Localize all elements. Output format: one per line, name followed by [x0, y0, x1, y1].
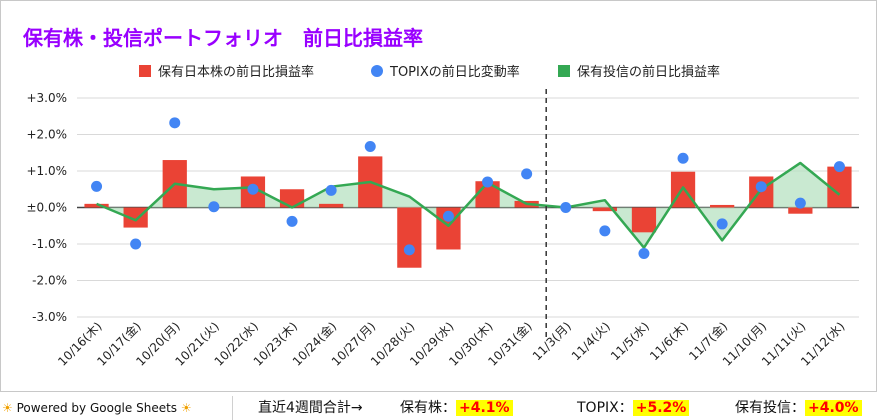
- stock-bar: [710, 204, 735, 208]
- topix-point: [794, 197, 806, 209]
- sun-icon: ☀: [180, 401, 192, 415]
- topix-point: [521, 168, 533, 180]
- stock-bar: [631, 207, 657, 233]
- y-tick-label: -1.0%: [32, 237, 67, 251]
- x-tick-label: 11/3(月): [530, 319, 574, 363]
- powered-by-text: Powered by Google Sheets: [16, 401, 178, 415]
- legend-swatch: [371, 65, 383, 77]
- stock-bar: [84, 203, 109, 208]
- legend-label: 保有投信の前日比損益率: [577, 64, 720, 80]
- y-tick-label: -2.0%: [32, 274, 67, 288]
- topix-point: [442, 210, 454, 222]
- chart-title: 保有株・投信ポートフォリオ 前日比損益率: [22, 26, 423, 50]
- y-tick-label: +2.0%: [26, 128, 67, 142]
- y-tick-label: +3.0%: [26, 91, 67, 105]
- stock-bar: [397, 207, 422, 268]
- y-axis-ticks: +3.0% +2.0% +1.0% ±0.0% -1.0% -2.0% -3.0%: [26, 91, 67, 324]
- stock-bar: [788, 207, 813, 214]
- funds-label: 保有投信：: [735, 400, 805, 416]
- x-axis-ticks: 10/16(木)10/17(金)10/20(月)10/21(火)10/22(水)…: [55, 319, 847, 369]
- y-tick-label: -3.0%: [32, 310, 67, 324]
- stock-bar: [319, 203, 344, 208]
- topix-value: +5.2%: [632, 400, 690, 416]
- stock-bar: [592, 207, 617, 212]
- topix-point: [364, 141, 376, 153]
- topix-summary: TOPIX： +5.2%: [577, 396, 690, 420]
- funds-line-layer: [96, 161, 841, 249]
- x-tick-label: 11/4(火): [569, 319, 613, 363]
- funds-line: [96, 161, 841, 249]
- legend-swatch: [139, 65, 151, 77]
- topix-point: [208, 201, 220, 213]
- stock-bar: [279, 189, 305, 208]
- topix-point: [325, 184, 337, 196]
- y-tick-label: +1.0%: [26, 164, 67, 178]
- topix-point: [247, 183, 259, 195]
- funds-summary: 保有投信： +4.0%: [735, 396, 862, 420]
- stocks-summary: 保有株： +4.1%: [400, 396, 513, 420]
- stock-bar: [123, 207, 148, 228]
- topix-point: [482, 176, 494, 188]
- legend-label: TOPIXの前日比変動率: [389, 64, 520, 80]
- sun-icon: ☀: [2, 401, 13, 415]
- topix-point: [403, 244, 415, 256]
- legend-swatch: [558, 65, 570, 77]
- footer-divider: [232, 396, 233, 420]
- y-tick-label: ±0.0%: [26, 201, 67, 215]
- topix-point: [677, 152, 689, 164]
- topix-point: [716, 218, 728, 230]
- topix-point: [833, 161, 845, 173]
- legend-label: 保有日本株の前日比損益率: [158, 64, 314, 80]
- topix-point: [755, 181, 767, 193]
- topix-point: [560, 202, 572, 213]
- topix-point: [599, 225, 611, 237]
- stocks-label: 保有株：: [400, 400, 456, 416]
- chart: 保有株・投信ポートフォリオ 前日比損益率 保有日本株の前日比損益率 TOPIXの前…: [22, 26, 859, 369]
- topix-label: TOPIX：: [577, 400, 633, 416]
- summary-label: 直近4週間合計→: [258, 400, 363, 416]
- legend: 保有日本株の前日比損益率 TOPIXの前日比変動率 保有投信の前日比損益率: [139, 64, 720, 80]
- topix-point: [169, 117, 181, 129]
- topix-point: [638, 247, 650, 259]
- topix-point: [286, 215, 298, 227]
- stocks-value: +4.1%: [456, 400, 513, 416]
- chart-frame: 保有株・投信ポートフォリオ 前日比損益率 保有日本株の前日比損益率 TOPIXの前…: [0, 0, 877, 392]
- powered-by: ☀ Powered by Google Sheets ☀: [2, 396, 192, 420]
- x-tick-label: 11/5(水): [608, 319, 652, 363]
- topix-points: [91, 117, 845, 259]
- topix-point: [91, 180, 103, 192]
- x-tick-label: 11/6(木): [647, 319, 691, 363]
- funds-value: +4.0%: [805, 400, 862, 416]
- topix-point: [130, 238, 142, 250]
- summary-footer: ☀ Powered by Google Sheets ☀ 直近4週間合計→ 保有…: [0, 396, 879, 420]
